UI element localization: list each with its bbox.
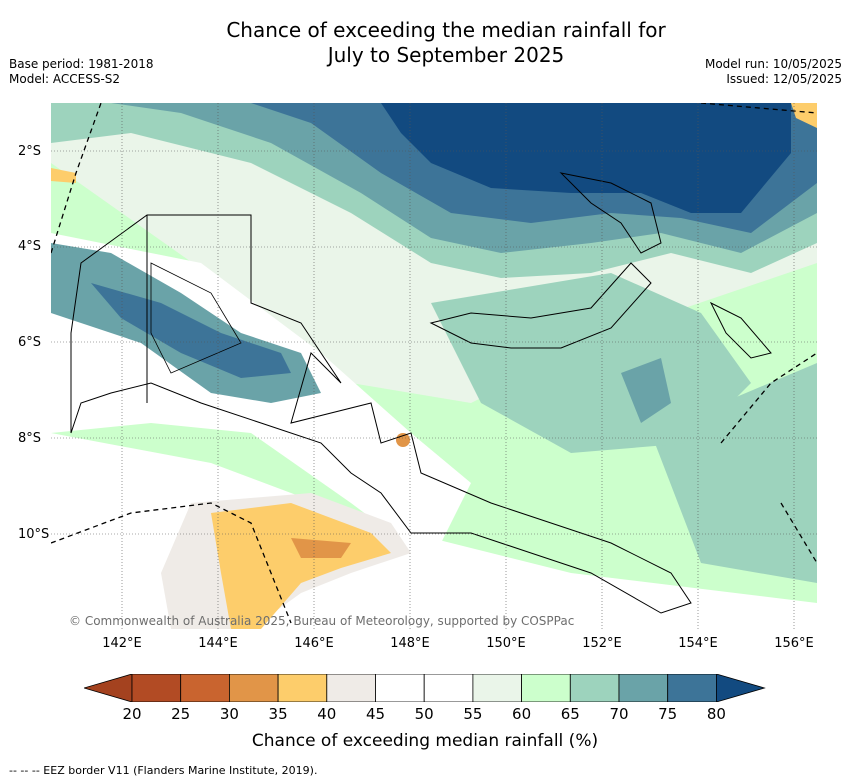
graticule — [51, 103, 817, 629]
dry-zone-40 — [211, 503, 391, 629]
central-teal-70 — [431, 273, 751, 453]
colorbar-segment — [180, 674, 230, 702]
dry-spot — [396, 433, 410, 447]
base-period: Base period: 1981-2018 — [9, 57, 154, 71]
lon-label-154e: 154°E — [678, 636, 718, 651]
model-info: Base period: 1981-2018 Model: ACCESS-S2 — [9, 57, 154, 87]
west-blob-80 — [91, 283, 291, 378]
colorbar-end-low — [84, 674, 133, 702]
colorbar — [84, 674, 766, 702]
lat-label-6s: 6°S — [18, 335, 42, 350]
colorbar-tick-label: 35 — [268, 705, 288, 723]
band-over-80 — [381, 103, 791, 213]
lon-label-150e: 150°E — [486, 636, 526, 651]
title-line-2: July to September 2025 — [327, 43, 565, 67]
lat-label-4s: 4°S — [18, 239, 42, 254]
dry-zone-35 — [291, 538, 351, 558]
bougainville-coast — [709, 301, 772, 359]
colorbar-segment — [277, 674, 328, 702]
lon-label-148e: 148°E — [390, 636, 430, 651]
eez-ne — [700, 103, 817, 114]
colorbar-segment — [423, 674, 474, 702]
colorbar-tick-label: 30 — [219, 705, 239, 723]
new-ireland-coast — [559, 172, 662, 254]
run-info: Model run: 10/05/2025 Issued: 12/05/2025 — [705, 57, 842, 87]
colorbar-tick-label: 80 — [706, 705, 726, 723]
colorbar-tick-label: 40 — [317, 705, 337, 723]
lon-label-142e: 142°E — [102, 636, 142, 651]
colorbar-tick-label: 70 — [609, 705, 629, 723]
issued-date: Issued: 12/05/2025 — [726, 72, 842, 86]
colorbar-tick-label: 65 — [560, 705, 580, 723]
new-britain-coast — [429, 262, 652, 349]
lat-label-10s: 10°S — [18, 527, 50, 542]
colorbar-segments — [84, 674, 766, 702]
province-border-west — [150, 262, 242, 374]
colorbar-segment — [472, 674, 522, 702]
colorbar-tick-label: 75 — [658, 705, 678, 723]
colorbar-segment — [618, 674, 669, 702]
lon-label-144e: 144°E — [198, 636, 238, 651]
title-line-1: Chance of exceeding the median rainfall … — [226, 18, 666, 42]
lon-label-152e: 152°E — [582, 636, 622, 651]
colorbar-segment — [569, 674, 620, 702]
colorbar-tick-label: 50 — [414, 705, 434, 723]
colorbar-tick-label: 20 — [122, 705, 142, 723]
model-run: Model run: 10/05/2025 — [704, 57, 842, 71]
colorbar-end-high — [716, 674, 766, 702]
lat-label-2s: 2°S — [18, 144, 42, 159]
eez-se — [780, 502, 817, 564]
lon-label-146e: 146°E — [294, 636, 334, 651]
colorbar-segment — [131, 674, 182, 702]
lon-label-156e: 156°E — [774, 636, 814, 651]
colorbar-segment — [228, 674, 279, 702]
copyright-notice: © Commonwealth of Australia 2025, Bureau… — [69, 614, 575, 628]
rainfall-map — [51, 103, 817, 629]
colorbar-tick-label: 45 — [365, 705, 386, 723]
eez-south — [51, 502, 292, 624]
colorbar-segment — [375, 674, 425, 702]
map-title: Chance of exceeding the median rainfall … — [120, 18, 772, 68]
colorbar-segment — [667, 674, 717, 702]
colorbar-tick-label: 25 — [171, 705, 191, 723]
lat-label-8s: 8°S — [18, 431, 42, 446]
colorbar-segment — [326, 674, 376, 702]
colorbar-label: Chance of exceeding median rainfall (%) — [251, 731, 599, 751]
colorbar-tick-label: 60 — [512, 705, 532, 723]
dry-zone-ne — [791, 103, 817, 128]
map-canvas — [51, 103, 817, 629]
central-teal-75 — [621, 358, 671, 423]
eez-legend-note: -- -- -- EEZ border V11 (Flanders Marine… — [9, 764, 318, 777]
colorbar-tick-label: 55 — [463, 705, 483, 723]
dry-zone-nw — [51, 168, 76, 183]
model-name: Model: ACCESS-S2 — [9, 72, 121, 86]
eez-north — [51, 103, 102, 254]
new-guinea-coast — [70, 214, 692, 614]
colorbar-segment — [521, 674, 571, 702]
